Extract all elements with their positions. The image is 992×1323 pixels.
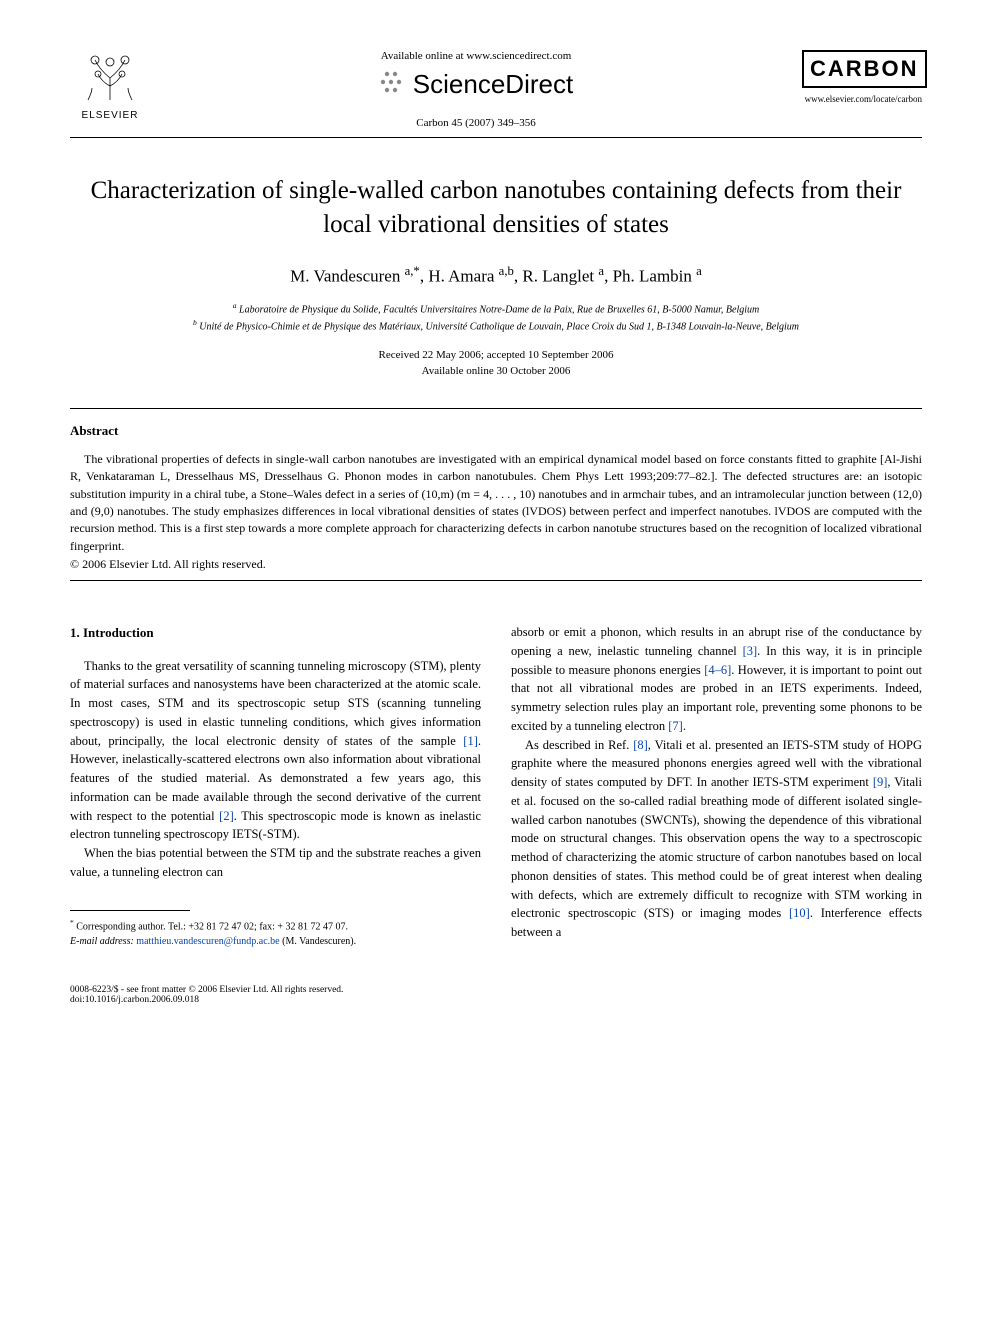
journal-logo-block: CARBON www.elsevier.com/locate/carbon [802,50,922,104]
abstract-copyright: © 2006 Elsevier Ltd. All rights reserved… [70,557,922,572]
corresponding-author-footnote: * Corresponding author. Tel.: +32 81 72 … [70,917,481,949]
body-columns: 1. Introduction Thanks to the great vers… [70,623,922,949]
affiliations: a Laboratoire de Physique du Solide, Fac… [70,300,922,335]
abstract-heading: Abstract [70,423,922,439]
journal-reference: Carbon 45 (2007) 349–356 [150,117,802,129]
reference-link[interactable]: [2] [219,809,234,823]
available-online-text: Available online at www.sciencedirect.co… [150,50,802,62]
section-heading: 1. Introduction [70,623,481,643]
email-link[interactable]: matthieu.vandescuren@fundp.ac.be [136,936,279,947]
authors-line: M. Vandescuren a,*, H. Amara a,b, R. Lan… [70,264,922,287]
elsevier-tree-icon [70,50,150,110]
abstract-text: The vibrational properties of defects in… [70,451,922,555]
sciencedirect-logo: ScienceDirect [150,68,802,101]
column-right: absorb or emit a phonon, which results i… [511,623,922,949]
abstract-top-divider [70,408,922,409]
reference-link[interactable]: [1] [463,734,478,748]
received-date: Received 22 May 2006; accepted 10 Septem… [70,347,922,364]
reference-link[interactable]: [10] [789,906,810,920]
article-dates: Received 22 May 2006; accepted 10 Septem… [70,347,922,380]
elsevier-label: ELSEVIER [70,110,150,121]
reference-link[interactable]: [7] [668,719,683,733]
elsevier-logo: ELSEVIER [70,50,150,121]
reference-link[interactable]: [9] [873,775,888,789]
paragraph: absorb or emit a phonon, which results i… [511,623,922,736]
sd-dots-icon [379,68,407,101]
carbon-journal-logo: CARBON [802,50,927,88]
paragraph: As described in Ref. [8], Vitali et al. … [511,736,922,942]
column-left: 1. Introduction Thanks to the great vers… [70,623,481,949]
online-date: Available online 30 October 2006 [70,363,922,380]
center-header: Available online at www.sciencedirect.co… [150,50,802,129]
article-title: Characterization of single-walled carbon… [70,174,922,242]
header-divider [70,137,922,138]
header-row: ELSEVIER Available online at www.science… [70,50,922,129]
sciencedirect-text: ScienceDirect [413,69,573,100]
paragraph: When the bias potential between the STM … [70,844,481,882]
journal-url: www.elsevier.com/locate/carbon [802,94,922,104]
paragraph: Thanks to the great versatility of scann… [70,657,481,845]
reference-link[interactable]: [3] [743,644,758,658]
reference-link[interactable]: [4–6] [704,663,731,677]
footer-left: 0008-6223/$ - see front matter © 2006 El… [70,985,343,1005]
affiliation-a: a Laboratoire de Physique du Solide, Fac… [70,300,922,317]
abstract-bottom-divider [70,580,922,581]
affiliation-b: b Unité de Physico-Chimie et de Physique… [70,317,922,334]
page-footer: 0008-6223/$ - see front matter © 2006 El… [70,985,922,1005]
footnote-rule [70,910,190,911]
reference-link[interactable]: [8] [633,738,648,752]
